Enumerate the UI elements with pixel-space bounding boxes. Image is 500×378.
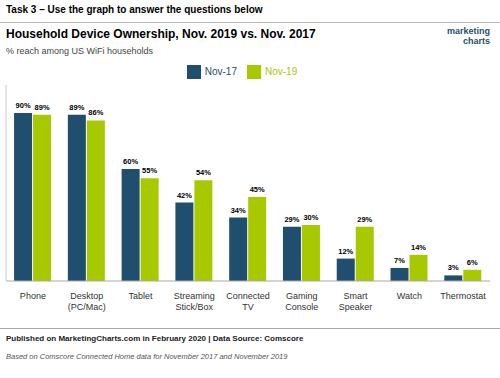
html-text:Based on Comscore Connected Ho: Based on Comscore Connected Home data fo…: [6, 352, 288, 361]
svg-text:55%: 55%: [142, 166, 157, 175]
svg-text:Tablet: Tablet: [128, 291, 153, 301]
html-text:charts: charts: [463, 36, 490, 46]
svg-text:86%: 86%: [88, 108, 103, 117]
svg-text:6%: 6%: [467, 258, 478, 267]
svg-text:42%: 42%: [177, 191, 192, 200]
svg-text:54%: 54%: [196, 168, 211, 177]
svg-text:30%: 30%: [303, 213, 318, 222]
svg-text:89%: 89%: [35, 103, 50, 112]
html-text:marketing: marketing: [447, 26, 490, 36]
svg-text:Phone: Phone: [20, 291, 46, 301]
html-text:Nov-17: Nov-17: [204, 65, 237, 77]
svg-text:3%: 3%: [448, 263, 459, 272]
svg-text:89%: 89%: [69, 103, 84, 112]
svg-text:Desktop(PC/Mac): Desktop(PC/Mac): [68, 291, 106, 312]
svg-text:90%: 90%: [16, 101, 31, 110]
svg-text:12%: 12%: [338, 247, 353, 256]
html-text:Nov-19: Nov-19: [265, 65, 298, 77]
svg-text:Watch: Watch: [397, 291, 422, 301]
svg-text:29%: 29%: [284, 215, 299, 224]
svg-text:34%: 34%: [231, 206, 246, 215]
svg-text:14%: 14%: [411, 243, 426, 252]
svg-text:29%: 29%: [357, 215, 372, 224]
svg-text:Thermostat: Thermostat: [440, 291, 486, 301]
svg-text:7%: 7%: [394, 256, 405, 265]
svg-text:StreamingStick/Box: StreamingStick/Box: [174, 291, 215, 312]
html-text:% reach among US WiFi househol: % reach among US WiFi households: [6, 46, 154, 56]
html-text:Household Device Ownership, No: Household Device Ownership, Nov. 2019 vs…: [6, 27, 316, 41]
html-text:Published on MarketingCharts.c: Published on MarketingCharts.com in Febr…: [6, 334, 304, 343]
html-text:Task 3 – Use the graph to answ: Task 3 – Use the graph to answer the que…: [6, 4, 263, 15]
svg-text:60%: 60%: [123, 157, 138, 166]
svg-text:ConnectedTV: ConnectedTV: [226, 291, 270, 312]
svg-text:GamingConsole: GamingConsole: [285, 291, 318, 312]
svg-text:SmartSpeaker: SmartSpeaker: [339, 291, 373, 312]
svg-text:45%: 45%: [250, 185, 265, 194]
